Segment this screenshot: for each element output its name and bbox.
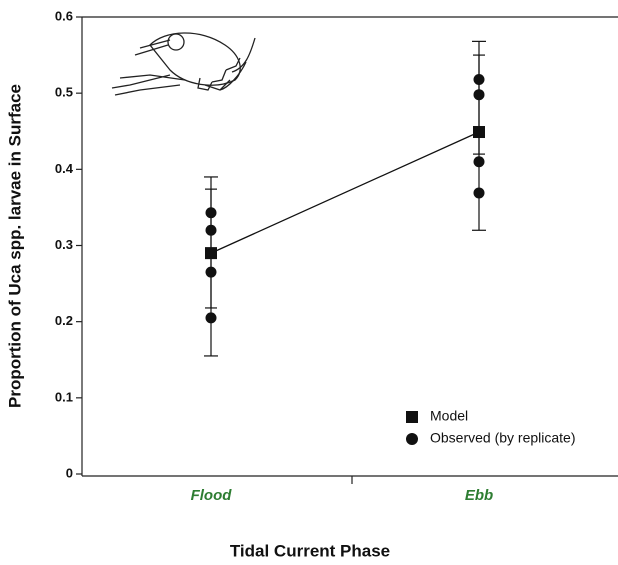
- model-point: [473, 126, 485, 139]
- legend-marker: [406, 433, 418, 445]
- observed-point: [473, 156, 485, 168]
- observed-point: [473, 89, 485, 101]
- y-tick-label: 0.2: [55, 313, 73, 328]
- observed-point: [205, 207, 217, 219]
- y-tick-label: 0: [66, 465, 73, 480]
- x-tick-label: Ebb: [465, 487, 493, 504]
- y-tick-label: 0.5: [55, 85, 73, 100]
- observed-point: [473, 73, 485, 85]
- x-axis-title: Tidal Current Phase: [230, 541, 390, 560]
- observed-point: [473, 187, 485, 199]
- y-axis-title: Proportion of Uca spp. larvae in Surface: [5, 84, 24, 408]
- y-tick-label: 0.4: [55, 161, 74, 176]
- observed-point: [205, 224, 217, 236]
- y-tick-label: 0.1: [55, 389, 73, 404]
- legend-label: Model: [430, 408, 468, 424]
- observed-point: [205, 266, 217, 278]
- x-tick-label: Flood: [191, 487, 233, 504]
- legend-marker: [406, 411, 418, 423]
- y-tick-label: 0.6: [55, 8, 73, 23]
- observed-point: [205, 312, 217, 324]
- model-line: [210, 131, 480, 254]
- legend-label: Observed (by replicate): [430, 430, 576, 446]
- crab-larva-drawing: [111, 32, 256, 96]
- y-tick-label: 0.3: [55, 237, 73, 252]
- model-point: [205, 247, 217, 260]
